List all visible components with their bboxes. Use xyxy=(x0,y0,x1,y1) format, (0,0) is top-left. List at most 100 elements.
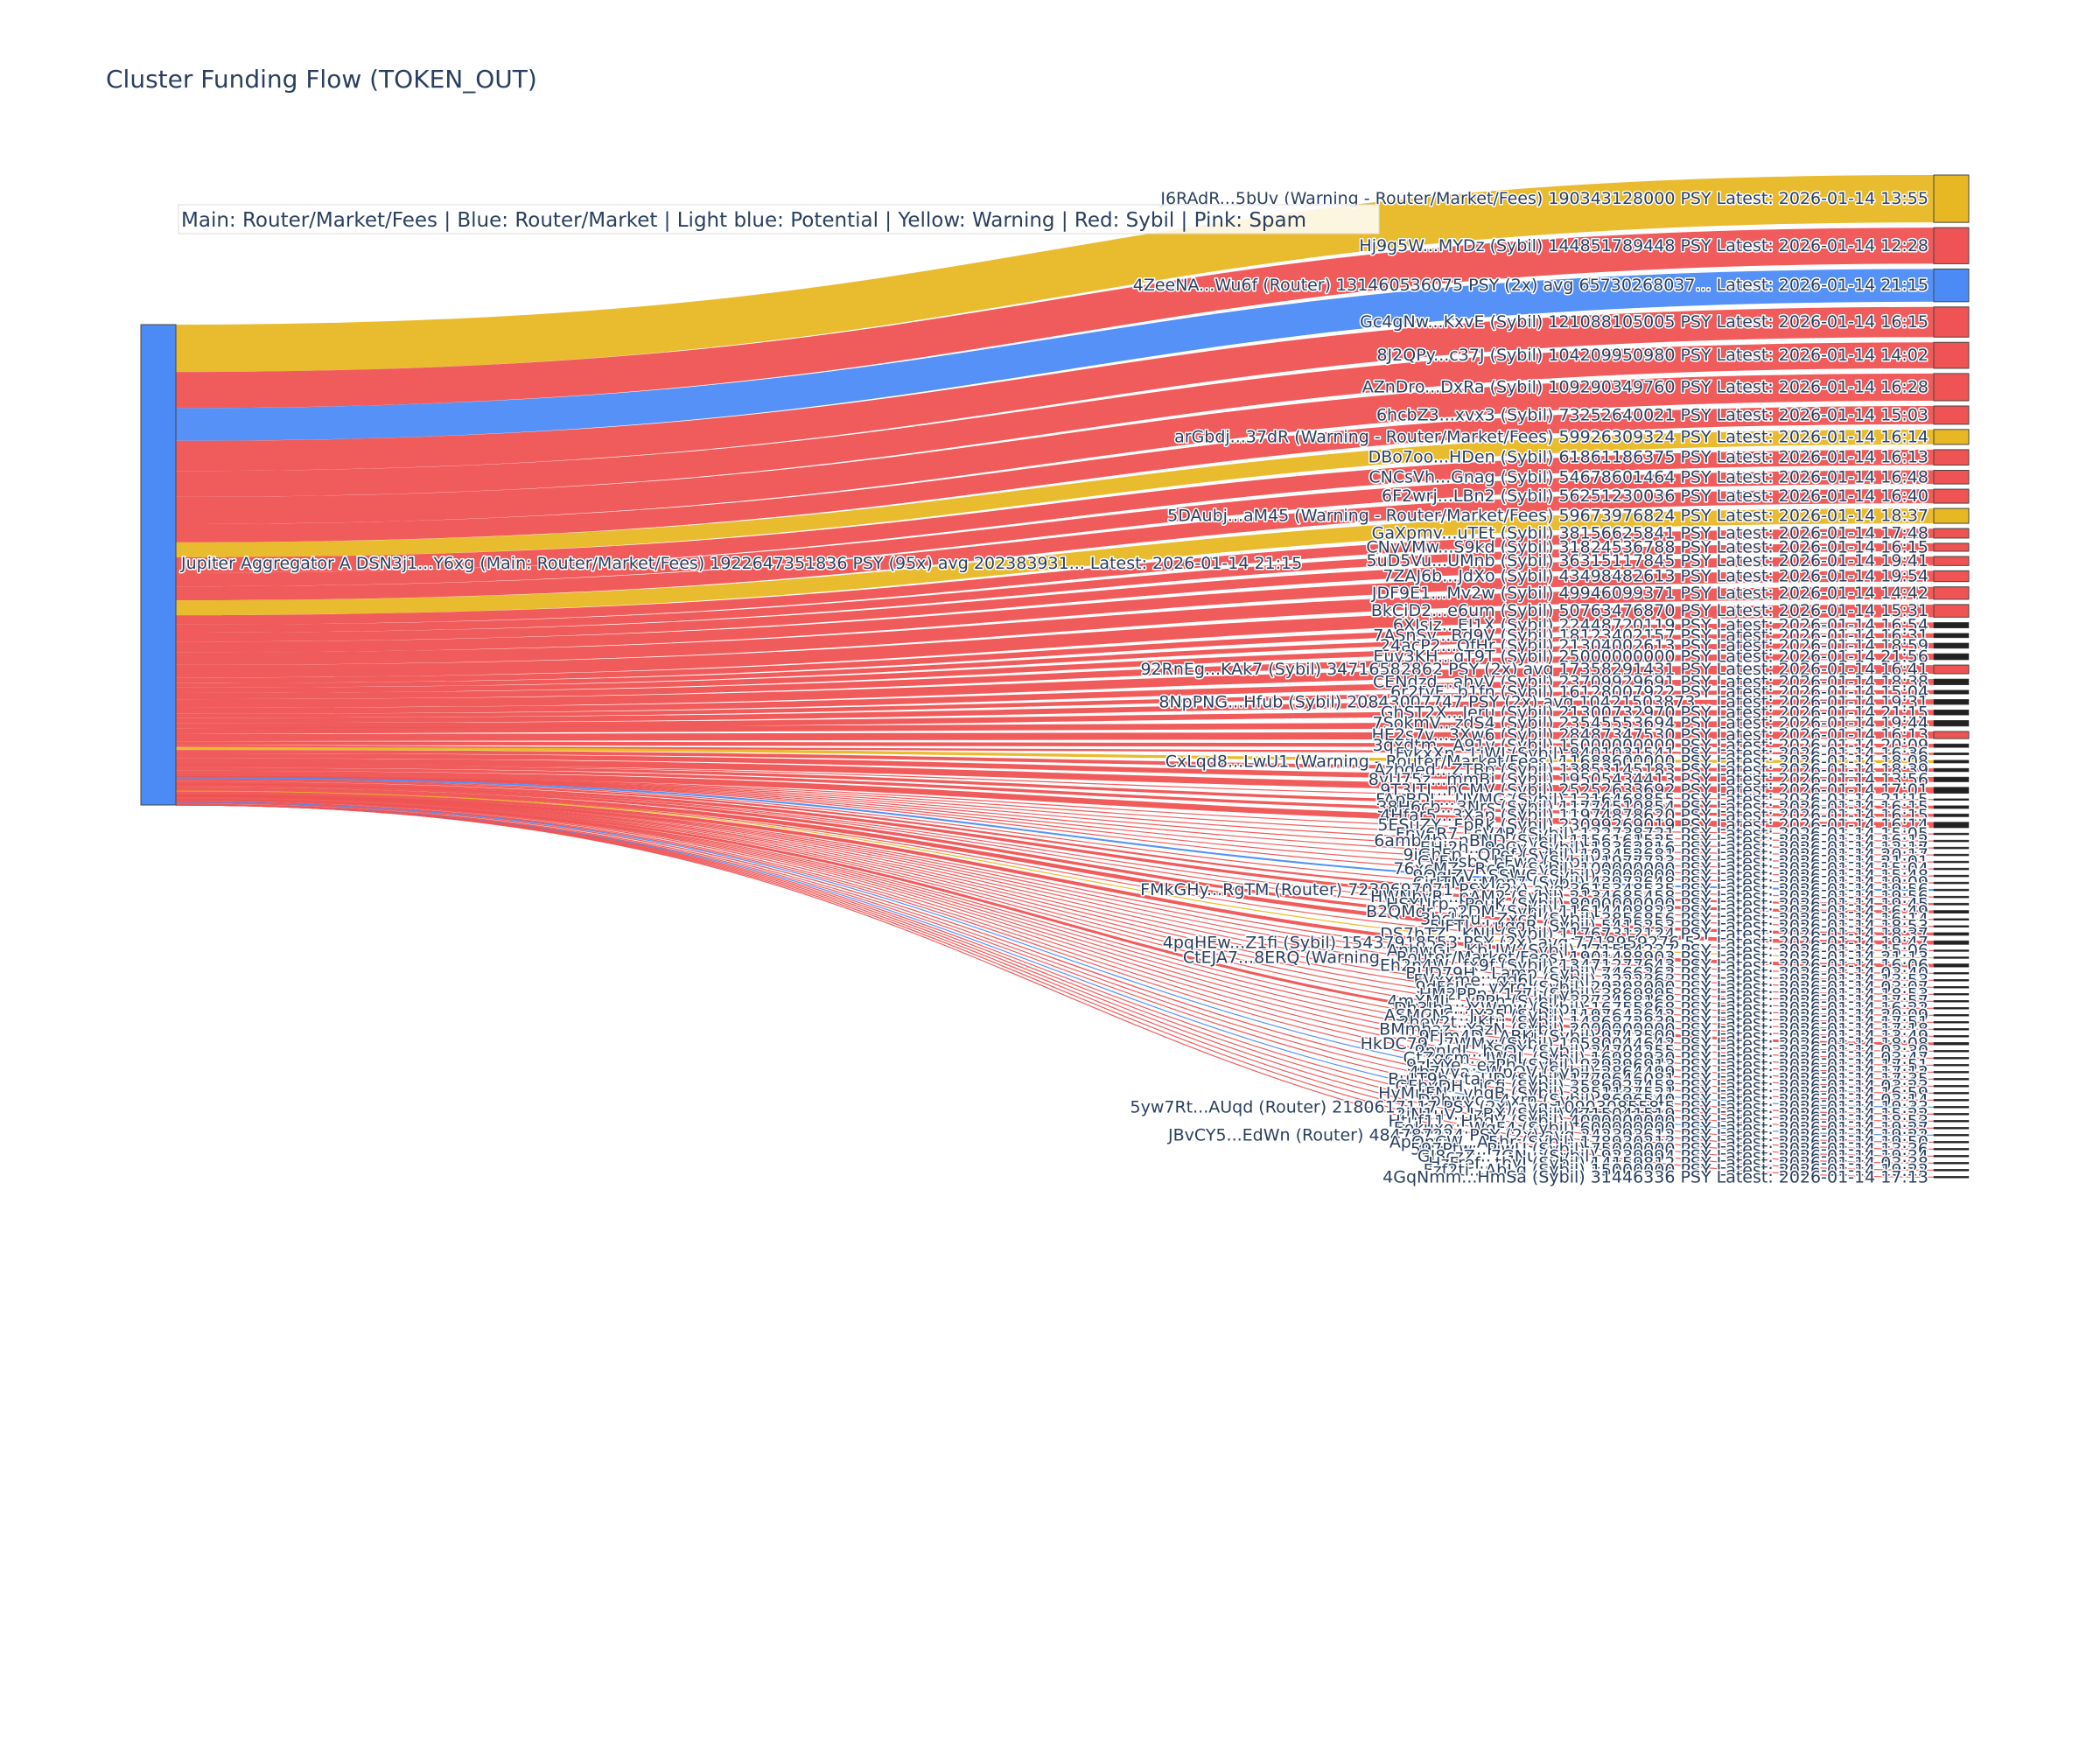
flow-link[interactable] xyxy=(175,699,1935,724)
target-node[interactable] xyxy=(1933,1134,1970,1137)
target-node[interactable] xyxy=(1933,556,1970,566)
target-node[interactable] xyxy=(1933,760,1970,764)
target-node[interactable] xyxy=(1933,767,1970,773)
target-node[interactable] xyxy=(1933,860,1970,864)
target-node[interactable] xyxy=(1933,642,1970,649)
target-node[interactable] xyxy=(1933,846,1970,850)
flow-link[interactable] xyxy=(175,783,1935,928)
flow-link[interactable] xyxy=(175,796,1935,1046)
flow-link[interactable] xyxy=(175,790,1935,952)
target-node[interactable] xyxy=(1933,1155,1970,1158)
flow-link[interactable] xyxy=(175,731,1935,742)
flow-link[interactable] xyxy=(175,586,1935,665)
target-node[interactable] xyxy=(1933,699,1970,705)
flow-link[interactable] xyxy=(175,758,1935,794)
target-node[interactable] xyxy=(1933,470,1970,485)
target-node[interactable] xyxy=(1933,1000,1970,1003)
target-node[interactable] xyxy=(1933,653,1970,661)
flow-link[interactable] xyxy=(175,720,1935,734)
flow-link[interactable] xyxy=(175,764,1935,801)
target-node[interactable] xyxy=(1933,1064,1970,1067)
flow-link[interactable] xyxy=(175,470,1935,587)
flow-link[interactable] xyxy=(175,508,1935,616)
flow-link[interactable] xyxy=(175,799,1935,1059)
target-node[interactable] xyxy=(1933,1176,1970,1179)
target-node[interactable] xyxy=(1933,1162,1970,1165)
target-node[interactable] xyxy=(1933,918,1970,920)
flow-link[interactable] xyxy=(175,373,1935,525)
target-node[interactable] xyxy=(1933,798,1970,802)
flow-link[interactable] xyxy=(175,604,1935,678)
target-node[interactable] xyxy=(1933,956,1970,959)
flow-link[interactable] xyxy=(175,780,1935,914)
target-node[interactable] xyxy=(1933,488,1970,504)
target-node[interactable] xyxy=(1933,528,1970,539)
flow-link[interactable] xyxy=(175,678,1935,714)
flow-link[interactable] xyxy=(175,556,1935,642)
target-node[interactable] xyxy=(1933,888,1970,892)
target-node[interactable] xyxy=(1933,813,1970,817)
flow-link[interactable] xyxy=(175,801,1935,1101)
target-node[interactable] xyxy=(1933,1099,1970,1102)
target-node[interactable] xyxy=(1933,822,1970,829)
target-node[interactable] xyxy=(1933,874,1970,878)
flow-link[interactable] xyxy=(175,269,1935,441)
flow-link[interactable] xyxy=(175,787,1935,945)
flow-link[interactable] xyxy=(175,622,1935,683)
source-node[interactable] xyxy=(140,324,177,806)
target-node[interactable] xyxy=(1933,542,1970,552)
flow-link[interactable] xyxy=(175,406,1935,542)
target-node[interactable] xyxy=(1933,1106,1970,1109)
target-node[interactable] xyxy=(1933,895,1970,899)
target-node[interactable] xyxy=(1933,373,1970,402)
target-node[interactable] xyxy=(1933,709,1970,716)
target-node[interactable] xyxy=(1933,690,1970,695)
target-node[interactable] xyxy=(1933,622,1970,628)
target-node[interactable] xyxy=(1933,1028,1970,1031)
flow-link[interactable] xyxy=(175,489,1935,601)
target-node[interactable] xyxy=(1933,429,1970,445)
target-node[interactable] xyxy=(1933,787,1970,794)
flow-link[interactable] xyxy=(175,790,1935,959)
flow-link[interactable] xyxy=(175,741,1935,748)
target-node[interactable] xyxy=(1933,268,1970,303)
target-node[interactable] xyxy=(1933,867,1970,871)
target-node[interactable] xyxy=(1933,940,1970,945)
flow-link[interactable] xyxy=(175,791,1935,968)
target-node[interactable] xyxy=(1933,1169,1970,1172)
target-node[interactable] xyxy=(1933,1078,1970,1081)
flow-link[interactable] xyxy=(175,802,1935,1108)
target-node[interactable] xyxy=(1933,731,1970,739)
target-node[interactable] xyxy=(1933,604,1970,618)
flow-link[interactable] xyxy=(175,746,1935,764)
flow-link[interactable] xyxy=(175,342,1935,497)
target-node[interactable] xyxy=(1933,1120,1970,1123)
flow-link[interactable] xyxy=(175,642,1935,693)
flow-link[interactable] xyxy=(175,802,1935,1115)
flow-link[interactable] xyxy=(175,449,1935,573)
flow-link[interactable] xyxy=(175,775,1935,835)
target-node[interactable] xyxy=(1933,1021,1970,1024)
target-node[interactable] xyxy=(1933,633,1970,639)
target-node[interactable] xyxy=(1933,1007,1970,1010)
flow-link[interactable] xyxy=(175,653,1935,700)
flow-link[interactable] xyxy=(175,776,1935,892)
target-node[interactable] xyxy=(1933,1050,1970,1053)
target-node[interactable] xyxy=(1933,678,1970,685)
target-node[interactable] xyxy=(1933,902,1970,906)
target-node[interactable] xyxy=(1933,979,1970,982)
target-node[interactable] xyxy=(1933,949,1970,952)
flow-link[interactable] xyxy=(175,799,1935,1080)
flow-link[interactable] xyxy=(175,765,1935,809)
flow-link[interactable] xyxy=(175,753,1935,782)
flow-link[interactable] xyxy=(175,776,1935,842)
target-node[interactable] xyxy=(1933,1141,1970,1144)
flow-link[interactable] xyxy=(175,228,1935,409)
target-node[interactable] xyxy=(1933,1071,1970,1074)
target-node[interactable] xyxy=(1933,449,1970,466)
target-node[interactable] xyxy=(1933,881,1970,885)
target-node[interactable] xyxy=(1933,986,1970,989)
flow-link[interactable] xyxy=(175,794,1935,1016)
flow-link[interactable] xyxy=(175,633,1935,688)
target-node[interactable] xyxy=(1933,1085,1970,1088)
